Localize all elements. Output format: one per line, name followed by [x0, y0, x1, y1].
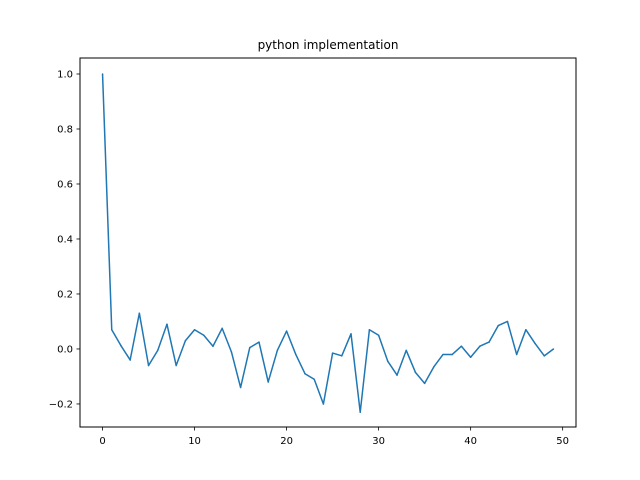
data-point [101, 73, 104, 75]
data-point [534, 342, 536, 345]
data-point [525, 328, 527, 331]
data-point [469, 356, 472, 358]
data-point [184, 339, 187, 342]
data-point [405, 349, 407, 352]
data-point [451, 353, 453, 356]
data-point [203, 334, 205, 336]
data-point [212, 345, 214, 347]
data-point [423, 382, 426, 385]
chart-title: python implementation [258, 38, 399, 52]
data-point [442, 353, 444, 356]
data-point [120, 344, 122, 347]
x-tick-label: 50 [556, 436, 569, 447]
data-point [414, 371, 417, 374]
data-point [295, 353, 297, 356]
data-point [249, 346, 251, 349]
data-point [313, 378, 315, 380]
data-point [157, 349, 159, 352]
data-point [460, 345, 463, 347]
data-point [322, 403, 325, 405]
data-point [267, 381, 269, 383]
y-tick-label: 0.0 [57, 344, 73, 355]
data-point [239, 386, 242, 389]
series-line-1 [101, 73, 554, 413]
data-point [368, 328, 371, 331]
data-point [276, 349, 279, 352]
x-tick-label: 20 [280, 436, 293, 447]
y-tick-label: 0.2 [57, 289, 73, 300]
axes-frame [79, 57, 577, 428]
data-point [304, 372, 306, 375]
data-point [175, 364, 177, 367]
data-point [479, 345, 481, 347]
data-point [396, 374, 398, 376]
y-tick-label: 0.8 [57, 124, 73, 135]
x-tick-label: 30 [372, 436, 385, 447]
data-point [488, 341, 490, 343]
y-tick-label: 0.4 [57, 234, 73, 245]
y-axis: −0.2 0.0 0.2 0.4 0.6 0.8 1.0 [49, 70, 80, 410]
data-point [359, 411, 361, 413]
data-point [515, 353, 518, 356]
data-point [331, 352, 334, 354]
data-point [350, 333, 352, 335]
data-point [543, 355, 545, 357]
data-point [221, 327, 223, 330]
data-point [147, 364, 150, 367]
data-point [433, 366, 435, 368]
data-point [506, 320, 509, 323]
y-tick-label: 1.0 [57, 70, 73, 81]
plot-area [101, 73, 555, 413]
x-axis: 0 10 20 30 40 50 [99, 427, 569, 447]
data-point [552, 348, 555, 350]
data-point [129, 359, 131, 361]
data-point [193, 328, 196, 331]
data-point [341, 355, 343, 357]
x-tick-label: 10 [188, 436, 201, 447]
y-tick-label: −0.2 [49, 399, 73, 410]
data-point [285, 330, 288, 332]
y-tick-label: 0.6 [57, 179, 73, 190]
data-point [377, 334, 380, 336]
data-point [230, 350, 233, 353]
x-tick-label: 0 [99, 436, 105, 447]
x-tick-label: 40 [464, 436, 477, 447]
data-point [258, 341, 260, 343]
data-point [497, 324, 499, 327]
data-point [111, 328, 113, 331]
data-point [387, 360, 389, 363]
data-point [138, 312, 141, 314]
data-point [166, 323, 168, 325]
